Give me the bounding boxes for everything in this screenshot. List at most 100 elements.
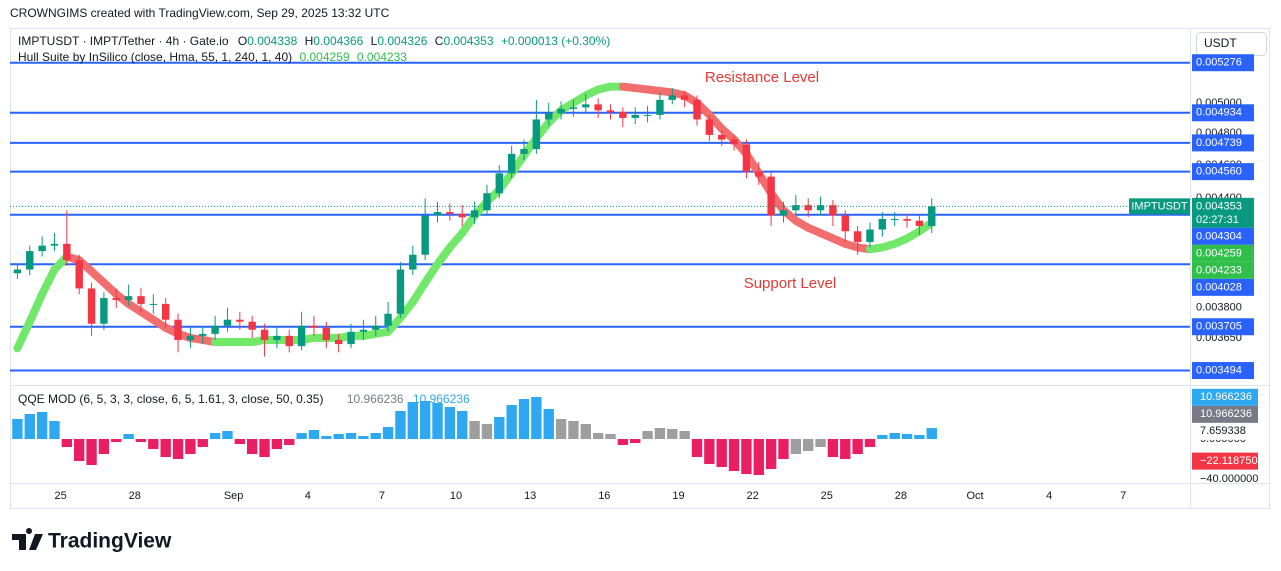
qqe-bar	[284, 439, 295, 445]
qqe-bar	[259, 439, 270, 457]
change-percent: (+0.30%)	[561, 34, 610, 48]
candle-body	[693, 99, 701, 120]
annotation: Support Level	[744, 275, 837, 292]
candle-body	[334, 339, 343, 345]
qqe-bar	[926, 428, 937, 439]
candle-body	[322, 327, 331, 340]
candle-body	[433, 212, 442, 216]
candle-body	[890, 218, 899, 220]
candle-body	[545, 113, 553, 120]
ohlc-value: 0.004326	[377, 34, 427, 48]
candle-body	[853, 231, 862, 243]
qqe-bar	[605, 434, 616, 439]
qqe-bar	[704, 439, 715, 464]
annotation: Resistance Level	[705, 69, 819, 86]
x-tick-label: 28	[895, 490, 907, 502]
candle-body	[396, 269, 405, 314]
qqe-bar	[111, 439, 122, 442]
x-tick-label: 28	[129, 490, 141, 502]
candle-body	[582, 104, 590, 108]
qqe-bar	[333, 434, 344, 439]
currency[interactable]: USDT	[1204, 36, 1237, 50]
qqe-bar	[61, 439, 73, 447]
candle-body	[829, 205, 837, 216]
qqe-bar	[617, 439, 629, 445]
y-tick-label: −40.000000	[1200, 473, 1258, 485]
axis-label-bg	[1192, 163, 1254, 181]
axis-label-bg	[1192, 197, 1254, 228]
axis-label: 0.004259	[1196, 247, 1242, 259]
qqe-bar	[728, 439, 740, 471]
candle-body	[816, 205, 825, 211]
axis-label: 0.004304	[1196, 230, 1242, 242]
axis-label-bg	[1192, 362, 1254, 380]
axis-label: 0.004233	[1196, 264, 1242, 276]
candle-body	[755, 171, 763, 177]
candle-body	[124, 296, 133, 301]
qqe-bar	[358, 436, 369, 439]
candle-body	[63, 243, 71, 261]
legend-qqe: QQE MOD (6, 5, 3, 3, close, 6, 5, 1.61, …	[18, 392, 470, 406]
indicator-value: 0.004259	[299, 50, 349, 64]
candle-body	[409, 254, 417, 270]
candle-body	[767, 176, 775, 216]
qqe-bar	[74, 439, 85, 461]
chart-frame	[10, 28, 1270, 509]
candle-body	[458, 213, 466, 218]
candle-body	[75, 260, 83, 289]
candle-body	[137, 296, 145, 304]
change: +0.000013	[501, 34, 558, 48]
ohlc-key: O	[238, 34, 247, 48]
qqe-bar	[86, 439, 97, 465]
candle-body	[594, 104, 602, 111]
qqe-bar	[469, 421, 480, 439]
candle-body	[359, 329, 368, 332]
qqe-bar	[395, 411, 406, 439]
candle-body	[643, 114, 652, 116]
candle-body	[199, 333, 207, 336]
indicator-name: Hull Suite by InSilico (close, Hma, 55, …	[18, 50, 292, 64]
candle-body	[248, 321, 256, 330]
ohlc-key: L	[371, 34, 378, 48]
axis-label: 0.004934	[1196, 107, 1242, 119]
axis-label: 0.003494	[1196, 364, 1242, 376]
candle-body	[668, 95, 676, 100]
candle-body	[532, 119, 541, 150]
candle-body	[149, 303, 158, 305]
qqe-bar	[790, 439, 802, 454]
candle-body	[384, 313, 392, 326]
qqe-bar	[321, 436, 332, 439]
qqe-bar	[98, 439, 110, 454]
axis-label-bg	[1192, 278, 1254, 296]
candle-body	[903, 218, 911, 221]
qqe-bar	[852, 439, 863, 454]
candle-body	[680, 95, 689, 100]
countdown: 02:27:31	[1196, 214, 1239, 226]
qqe-bar	[209, 433, 221, 439]
candle-body	[446, 212, 454, 214]
candle-body	[631, 114, 639, 118]
candle-body	[310, 325, 318, 328]
x-tick-label: 25	[55, 490, 67, 502]
x-tick-label: 10	[450, 490, 462, 502]
axis-label-bg	[1192, 134, 1254, 152]
qqe-bar	[444, 407, 456, 439]
axis-label: 7.659338	[1200, 425, 1246, 437]
candle-body	[297, 325, 306, 347]
qqe-bar	[382, 427, 394, 439]
candle-body	[50, 243, 59, 246]
qqe-bar	[296, 433, 307, 439]
qqe-bar	[741, 439, 752, 474]
qqe-bar	[753, 439, 764, 475]
axis-label-bg	[1192, 104, 1254, 122]
candle-body	[878, 218, 887, 230]
qqe-bar	[345, 433, 357, 439]
qqe-bar	[197, 439, 208, 447]
axis-label: 10.966236	[1200, 408, 1252, 420]
candle-body	[495, 173, 504, 194]
axis-label-bg	[1192, 422, 1258, 440]
candle-body	[705, 119, 714, 135]
candle-body	[569, 107, 578, 109]
qqe-bar	[432, 403, 443, 439]
